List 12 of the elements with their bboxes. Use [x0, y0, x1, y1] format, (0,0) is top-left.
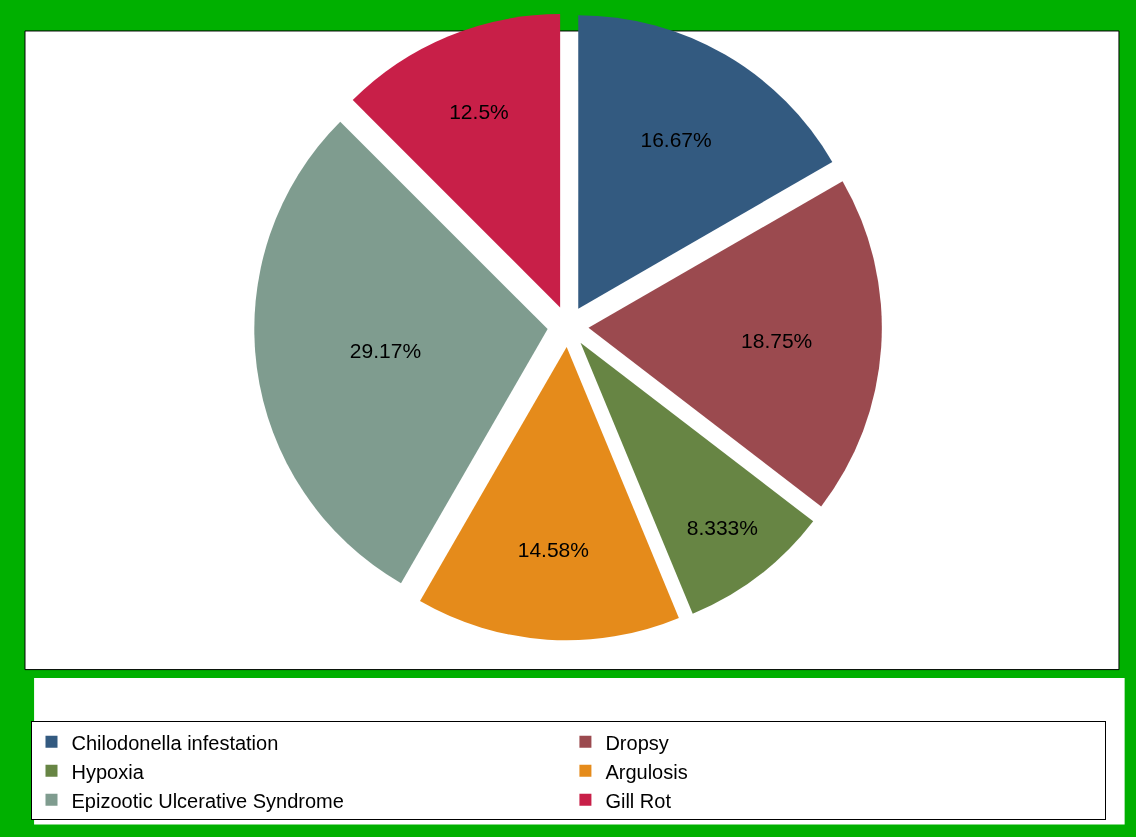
- data-label: 8.333%: [686, 516, 758, 540]
- data-label: 12.5%: [449, 99, 509, 123]
- legend-label: Hypoxia: [71, 760, 145, 783]
- data-label: 14.58%: [517, 538, 589, 562]
- data-label: 29.17%: [349, 338, 422, 362]
- legend-label: Dropsy: [605, 731, 669, 754]
- data-label: 18.75%: [741, 328, 813, 352]
- legend-label: Gill Rot: [605, 789, 672, 812]
- legend-label: Chilodonella infestation: [71, 731, 279, 754]
- data-label: 16.67%: [640, 127, 712, 151]
- legend-label: Argulosis: [605, 760, 688, 783]
- legend-label: Epizootic Ulcerative Syndrome: [71, 789, 344, 812]
